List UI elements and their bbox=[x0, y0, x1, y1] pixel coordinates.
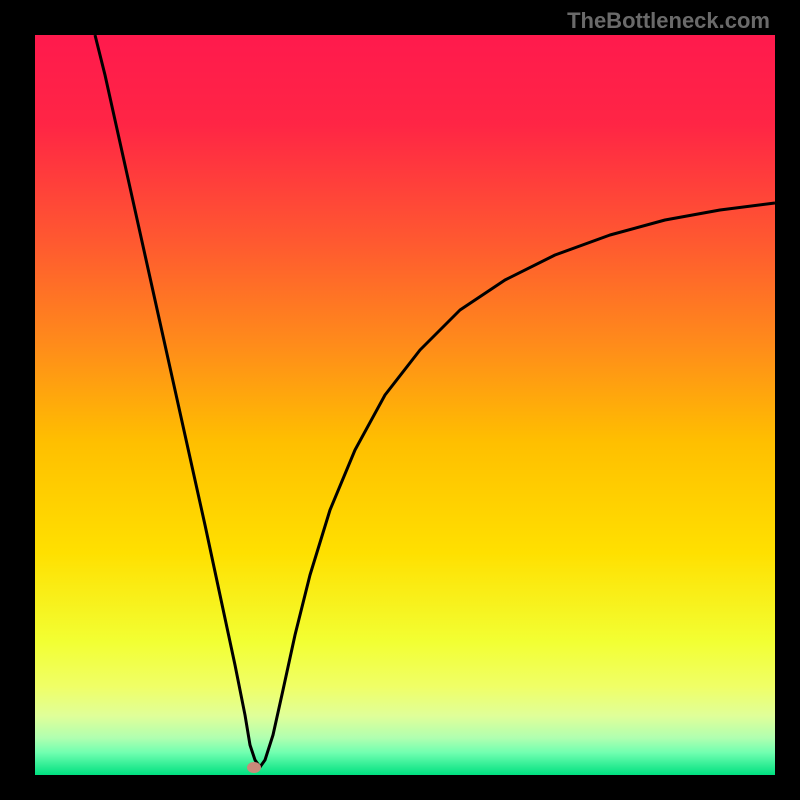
bottleneck-curve bbox=[35, 35, 775, 775]
watermark-text: TheBottleneck.com bbox=[567, 8, 770, 34]
chart-area bbox=[35, 35, 775, 775]
curve-path bbox=[95, 35, 775, 767]
